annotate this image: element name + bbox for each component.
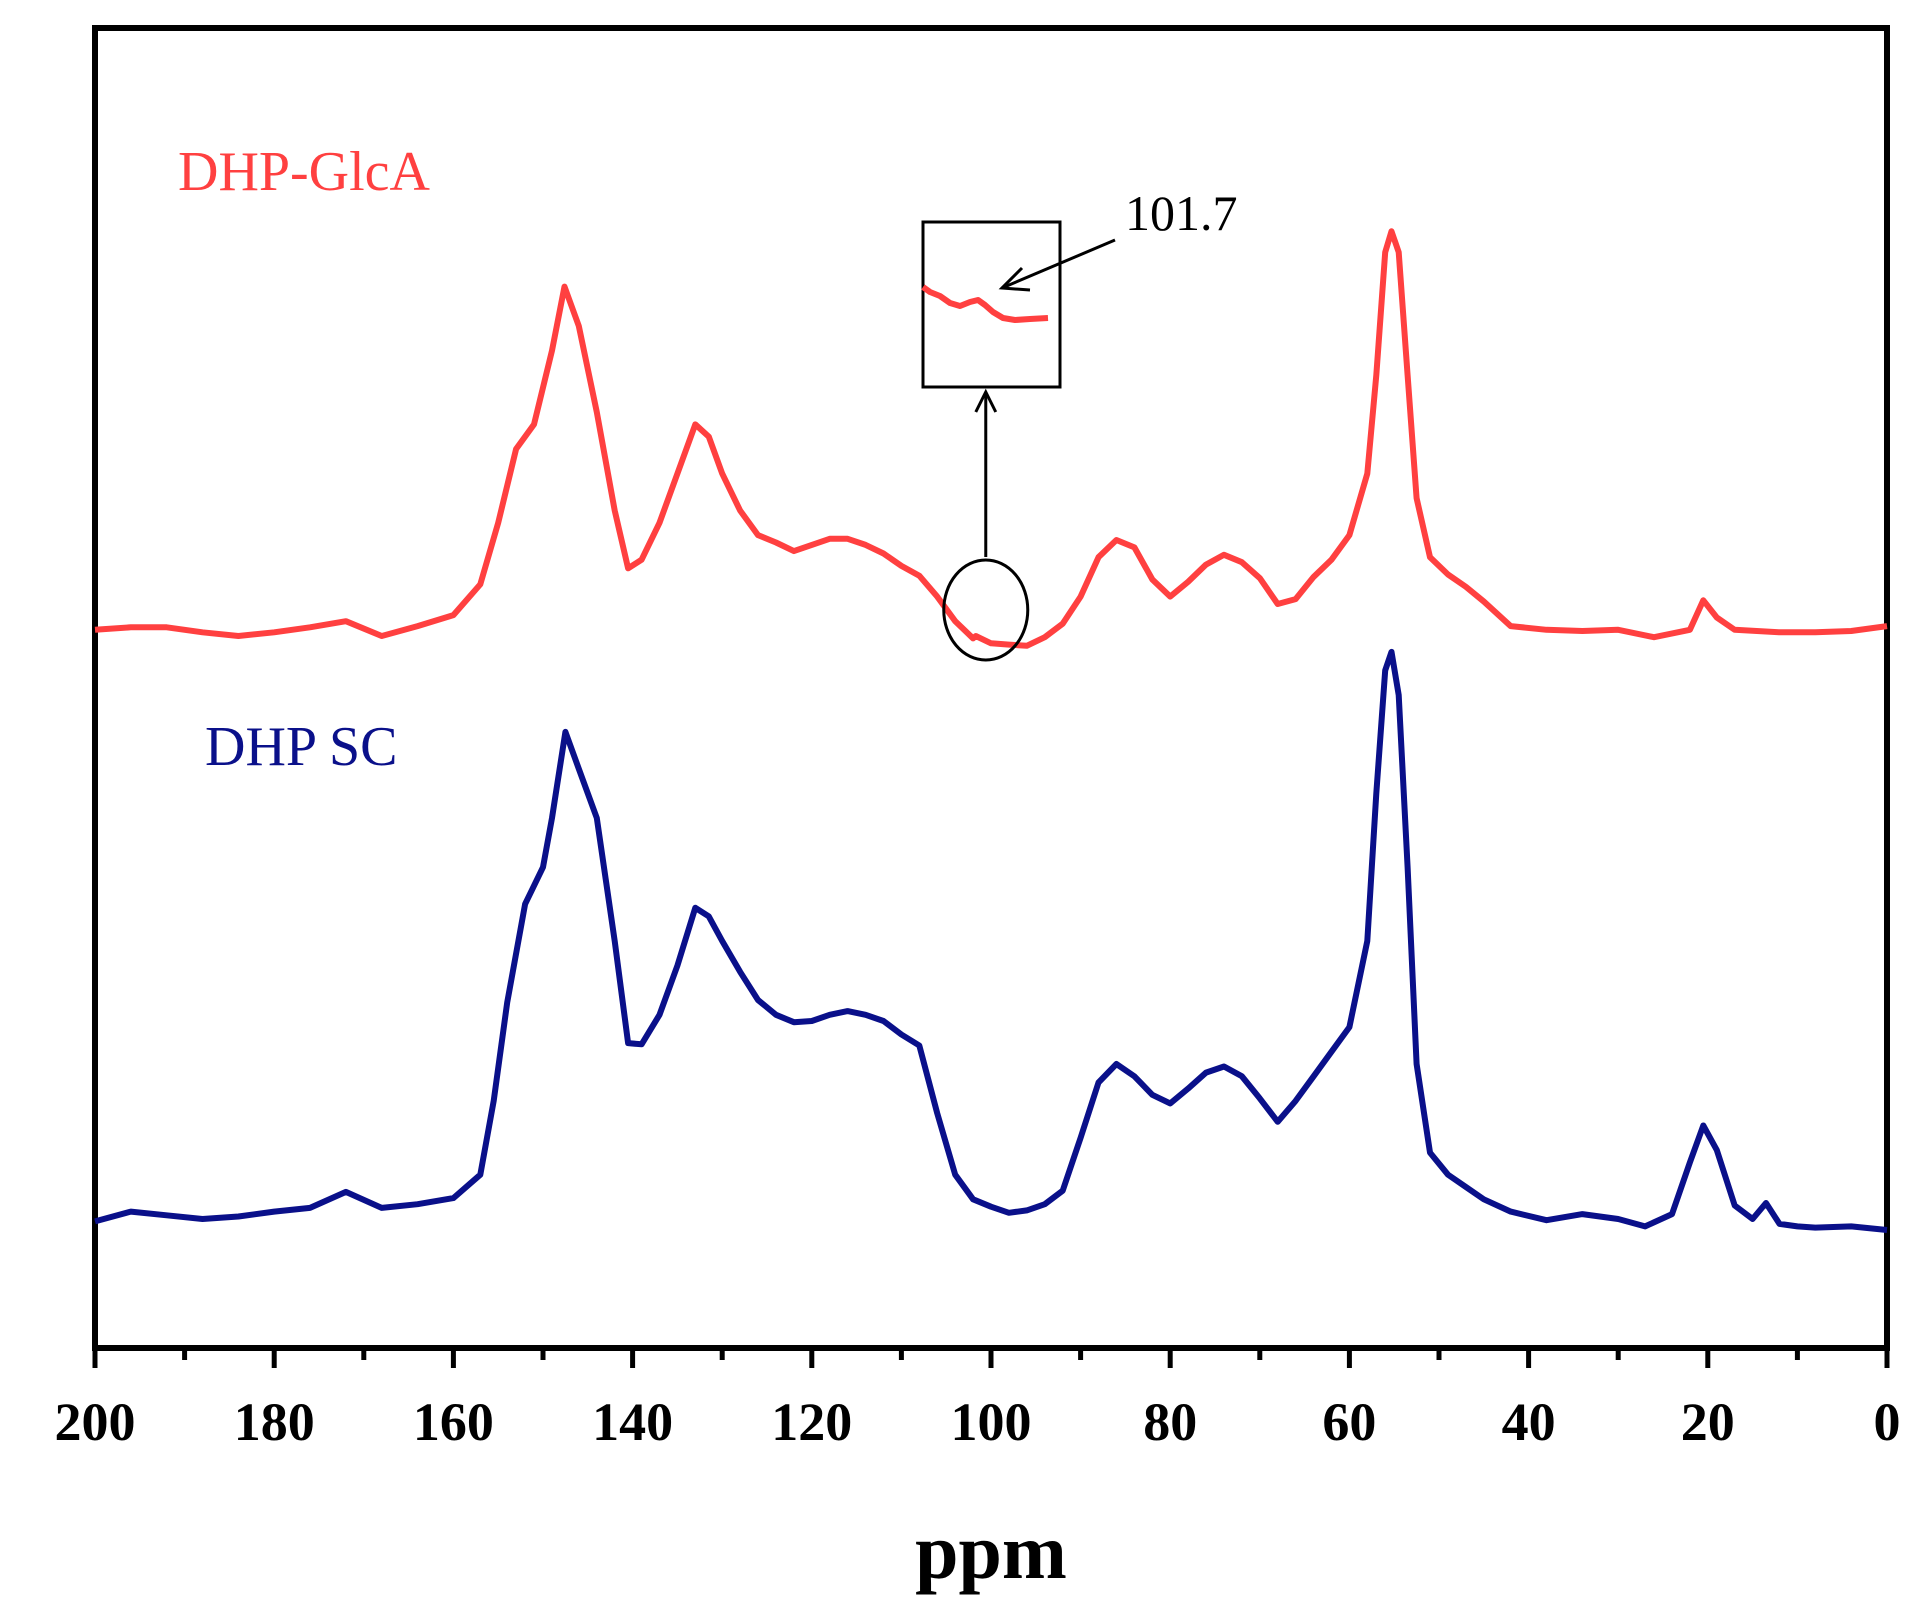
- annotation-pointer-line: [1001, 238, 1116, 290]
- x-tick-label-180: 180: [234, 1392, 315, 1452]
- x-tick-label-120: 120: [771, 1392, 852, 1452]
- annotation-pointer-head: [998, 266, 1031, 292]
- annotation-arrow-head: [974, 388, 998, 413]
- x-axis-title: ppm: [915, 1508, 1067, 1595]
- x-tick-label-40: 40: [1502, 1392, 1556, 1452]
- x-tick-label-60: 60: [1322, 1392, 1376, 1452]
- x-tick-label-160: 160: [413, 1392, 494, 1452]
- x-tick-label-200: 200: [55, 1392, 136, 1452]
- annotation-inset-box: [921, 220, 1062, 389]
- peak-annotation: 101.7: [921, 185, 1238, 662]
- annotation-label: 101.7: [1125, 185, 1238, 241]
- x-tick-label-140: 140: [592, 1392, 673, 1452]
- x-tick-label-20: 20: [1681, 1392, 1735, 1452]
- annotation-inset-trace: [921, 284, 1049, 323]
- series-lines: [94, 228, 1888, 1233]
- x-tick-label-80: 80: [1143, 1392, 1197, 1452]
- annotation-circle: [942, 558, 1030, 662]
- series-label-dhp-sc: DHP SC: [205, 716, 397, 778]
- x-tick-label-0: 0: [1874, 1392, 1901, 1452]
- series-line-dhp-sc: [94, 648, 1888, 1233]
- x-axis-tick-labels: 200 180 160 140 120 100 80 60 40 20 0: [55, 1392, 1901, 1452]
- x-tick-label-100: 100: [951, 1392, 1032, 1452]
- series-label-dhp-glca: DHP-GlcA: [178, 141, 431, 203]
- series-line-dhp-glca: [94, 228, 1888, 649]
- x-axis-ticks: [92, 1348, 1890, 1368]
